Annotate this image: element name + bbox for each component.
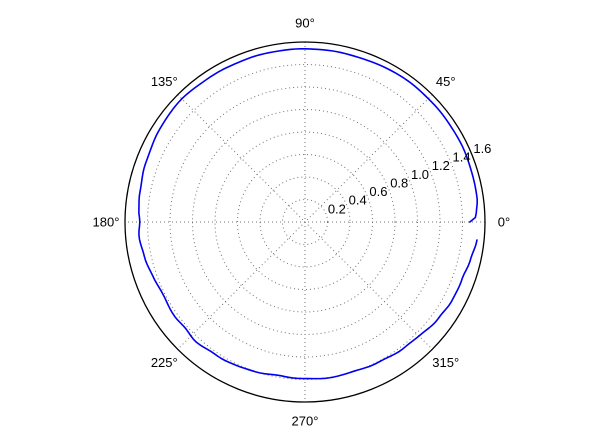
radius-tick-label: 1.0 bbox=[411, 167, 429, 182]
radius-tick-label: 0.4 bbox=[349, 193, 367, 208]
angle-tick-label: 45° bbox=[436, 74, 456, 89]
radius-tick-label: 1.2 bbox=[432, 158, 450, 173]
grid-ring bbox=[214, 131, 396, 313]
radius-tick-label: 0.8 bbox=[390, 175, 408, 190]
grid-ring bbox=[282, 199, 328, 245]
angle-tick-label: 315° bbox=[432, 355, 459, 370]
angle-tick-label: 135° bbox=[151, 74, 178, 89]
grid-ring bbox=[147, 64, 463, 380]
angle-tick-label: 270° bbox=[292, 414, 319, 429]
grid-ring bbox=[259, 176, 351, 268]
angle-tick-label: 180° bbox=[93, 215, 120, 230]
angle-tick-label: 225° bbox=[151, 355, 178, 370]
radius-tick-label: 1.6 bbox=[473, 141, 491, 156]
radius-tick-label: 0.6 bbox=[369, 184, 387, 199]
radius-tick-label: 1.4 bbox=[453, 150, 471, 165]
angle-tick-label: 0° bbox=[498, 215, 510, 230]
radius-tick-label: 0.2 bbox=[328, 201, 346, 216]
angle-tick-label: 90° bbox=[295, 16, 315, 31]
grid-spoke bbox=[177, 94, 433, 350]
polar-outline-circle bbox=[124, 41, 486, 403]
data-series-line bbox=[138, 48, 478, 380]
